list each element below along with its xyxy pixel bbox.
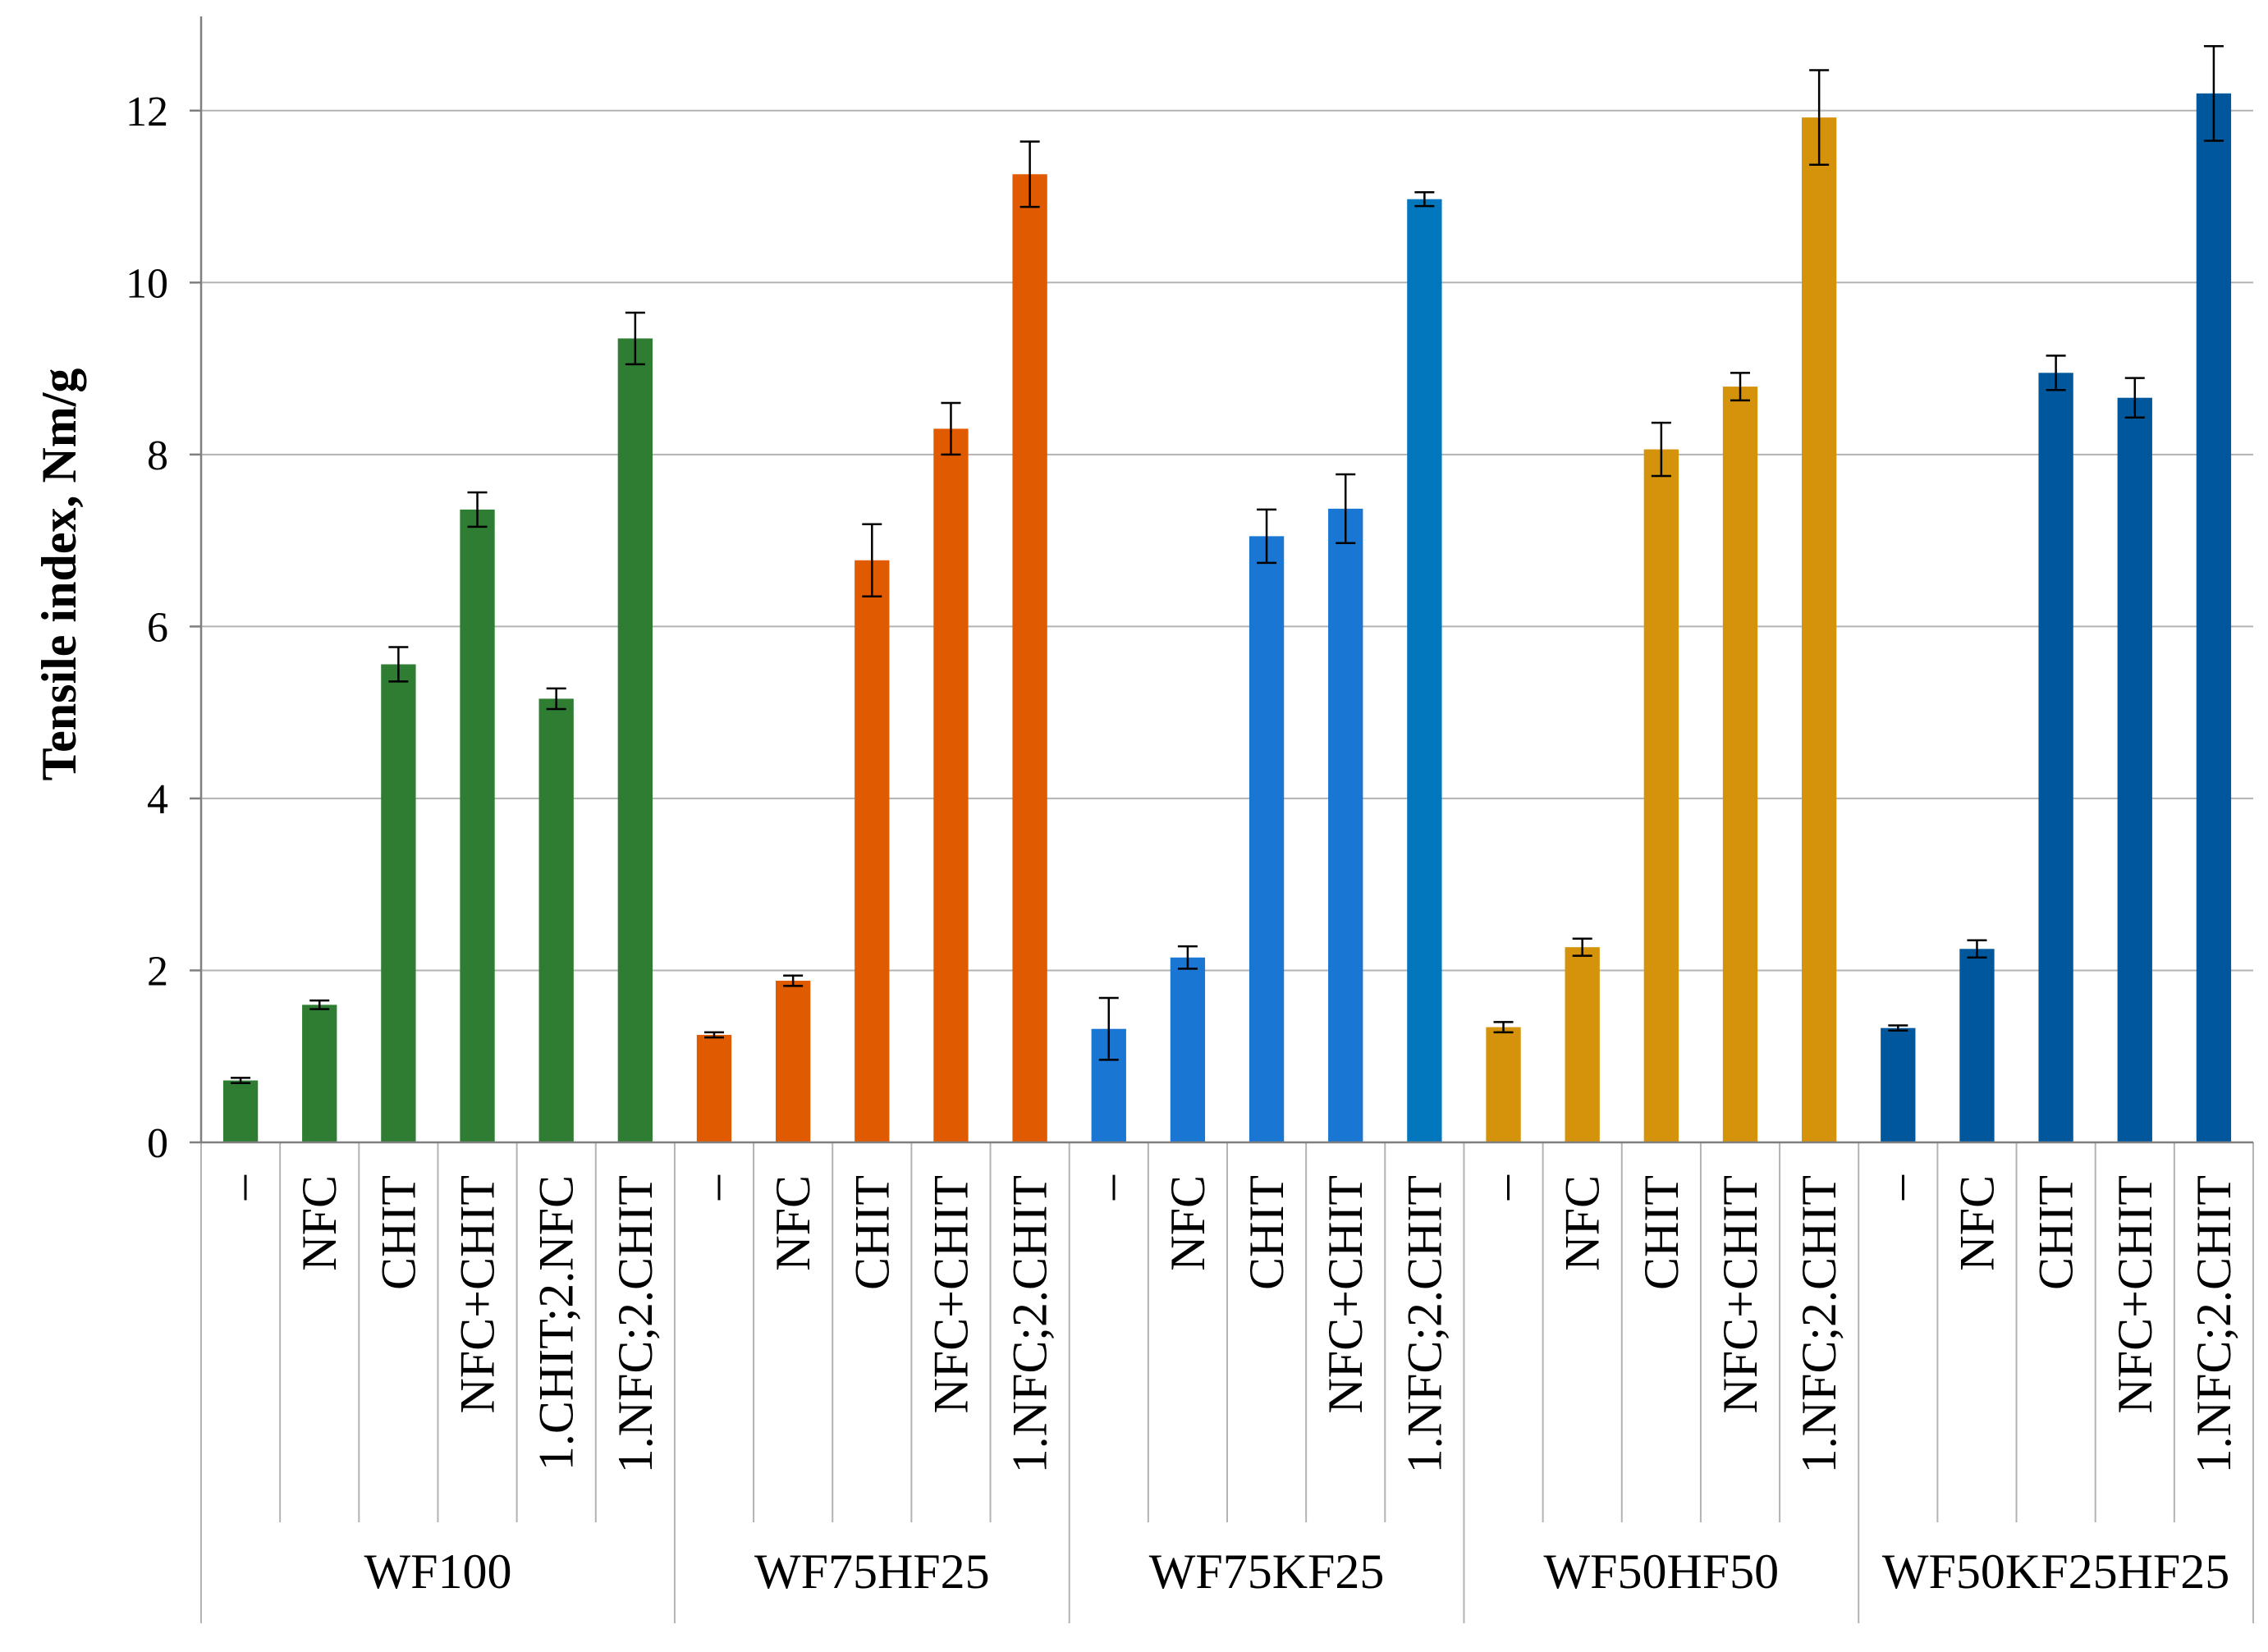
bar [1407, 199, 1442, 1143]
category-labels: – NFC CHIT NFC+CHIT 1.CHIT;2.NFC 1.NFC;2.CHIT… [213, 1174, 2241, 1473]
bar [460, 509, 495, 1142]
error-bar [1572, 937, 1592, 957]
error-bar [231, 1077, 251, 1084]
bar [1565, 947, 1600, 1142]
error-bar [1019, 140, 1040, 208]
category-label: CHIT [1239, 1175, 1294, 1290]
bar [2196, 93, 2232, 1142]
category-label: 1.NFC;2.CHIT [1792, 1175, 1846, 1473]
group-label: WF100 [364, 1544, 511, 1599]
category-label: NFC+CHIT [1713, 1175, 1767, 1414]
bar [302, 1004, 337, 1142]
category-label: NFC [1950, 1175, 2004, 1271]
category-label: 1.NFC;2.CHIT [608, 1175, 662, 1473]
error-bar [1888, 1024, 1908, 1032]
category-label: 1.NFC;2.CHIT [1397, 1175, 1451, 1473]
category-label: NFC+CHIT [451, 1175, 505, 1414]
category-label: CHIT [2029, 1175, 2083, 1290]
error-bar [941, 401, 961, 456]
bar [1249, 536, 1285, 1142]
bar [855, 560, 890, 1142]
group-label: WF75KF25 [1149, 1544, 1385, 1599]
bar [1722, 387, 1758, 1142]
bar [1486, 1027, 1521, 1142]
error-bar [2124, 377, 2145, 419]
bar [1170, 957, 1206, 1142]
error-bar [1414, 191, 1435, 208]
y-tick-label: 2 [147, 948, 168, 995]
bar [1881, 1027, 1916, 1142]
category-label: NFC [1556, 1175, 1610, 1271]
group-label: WF50HF50 [1543, 1544, 1779, 1599]
bar [933, 428, 969, 1142]
error-bar [1493, 1021, 1514, 1034]
group-label: WF75HF25 [754, 1544, 990, 1599]
y-tick-label: 8 [147, 432, 168, 479]
y-tick-label: 12 [126, 89, 168, 135]
error-bar [1336, 473, 1356, 545]
y-tick-label: 10 [126, 260, 168, 307]
bar [1328, 508, 1363, 1142]
bar [222, 1080, 259, 1142]
error-bar [388, 646, 409, 683]
category-label: – [213, 1174, 268, 1201]
error-bar [704, 1031, 724, 1039]
group-labels: WF100 WF75HF25 WF75KF25 WF50HF50 WF50KF25HF2… [364, 1544, 2229, 1599]
category-label: – [1082, 1174, 1136, 1201]
error-bar [1177, 945, 1198, 970]
category-label: NFC [1161, 1175, 1215, 1271]
error-bar [862, 523, 882, 597]
y-tick-label: 6 [147, 604, 168, 651]
group-label: WF50KF25HF25 [1882, 1544, 2229, 1599]
category-label: – [1871, 1174, 1925, 1201]
bars [222, 93, 2232, 1143]
error-bar [546, 687, 566, 711]
error-bar [2203, 44, 2224, 142]
error-bar [625, 311, 645, 366]
error-bar [1730, 372, 1750, 402]
category-label: CHIT [845, 1175, 899, 1290]
category-label: 1.NFC;2.CHIT [1003, 1175, 1057, 1473]
bar [776, 981, 811, 1142]
error-bar [467, 491, 488, 529]
error-bars [231, 44, 2224, 1084]
axes [190, 16, 2254, 1623]
bar [1012, 174, 1047, 1142]
category-label: NFC [766, 1175, 820, 1271]
bar [538, 698, 574, 1142]
category-label: CHIT [1634, 1175, 1688, 1290]
bar [617, 338, 653, 1142]
y-axis-title: Tensile index, Nm/g [32, 368, 86, 781]
bar [1643, 449, 1679, 1142]
category-label: – [1477, 1174, 1531, 1201]
error-bar [1257, 508, 1277, 565]
error-bar [783, 974, 804, 987]
bar [696, 1035, 732, 1142]
category-label: NFC+CHIT [1318, 1175, 1372, 1414]
error-bar [1809, 69, 1830, 167]
error-bar [1651, 421, 1671, 478]
bar [381, 664, 416, 1142]
category-label: NFC [292, 1175, 346, 1271]
error-bar [309, 999, 330, 1010]
y-tick-labels: 0 2 4 6 8 10 12 [126, 89, 168, 1167]
y-tick-label: 0 [147, 1120, 168, 1167]
gridlines [201, 109, 2253, 972]
bar [1959, 949, 1995, 1142]
category-label: CHIT [371, 1175, 425, 1290]
category-label: – [687, 1174, 741, 1201]
category-label: 1.CHIT;2.NFC [529, 1175, 584, 1471]
bar [1802, 117, 1837, 1143]
error-bar [1967, 939, 1987, 959]
category-label: 1.NFC;2.CHIT [2187, 1175, 2241, 1473]
error-bar [1098, 996, 1119, 1061]
error-bar [2046, 355, 2066, 391]
category-label: NFC+CHIT [2108, 1175, 2162, 1414]
y-tick-label: 4 [147, 776, 168, 823]
bar [2038, 373, 2073, 1142]
bar [2117, 397, 2152, 1142]
category-label: NFC+CHIT [923, 1175, 978, 1414]
